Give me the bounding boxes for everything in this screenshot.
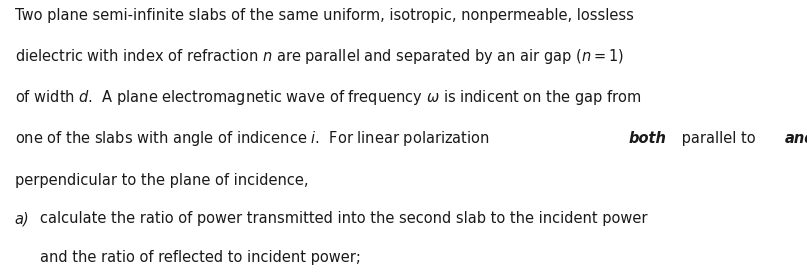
Text: and the ratio of reflected to incident power;: and the ratio of reflected to incident p…	[40, 250, 362, 265]
Text: a): a)	[15, 211, 29, 226]
Text: calculate the ratio of power transmitted into the second slab to the incident po: calculate the ratio of power transmitted…	[40, 211, 648, 226]
Text: one of the slabs with angle of indicence $i$.  For linear polarization: one of the slabs with angle of indicence…	[15, 129, 491, 148]
Text: both: both	[629, 131, 667, 146]
Text: Two plane semi-infinite slabs of the same uniform, isotropic, nonpermeable, loss: Two plane semi-infinite slabs of the sam…	[15, 8, 633, 23]
Text: dielectric with index of refraction $n$ are parallel and separated by an air gap: dielectric with index of refraction $n$ …	[15, 47, 624, 66]
Text: perpendicular to the plane of incidence,: perpendicular to the plane of incidence,	[15, 173, 308, 188]
Text: and: and	[784, 131, 807, 146]
Text: parallel to: parallel to	[677, 131, 761, 146]
Text: of width $d$.  A plane electromagnetic wave of frequency $\omega$ is indicent on: of width $d$. A plane electromagnetic wa…	[15, 88, 641, 107]
